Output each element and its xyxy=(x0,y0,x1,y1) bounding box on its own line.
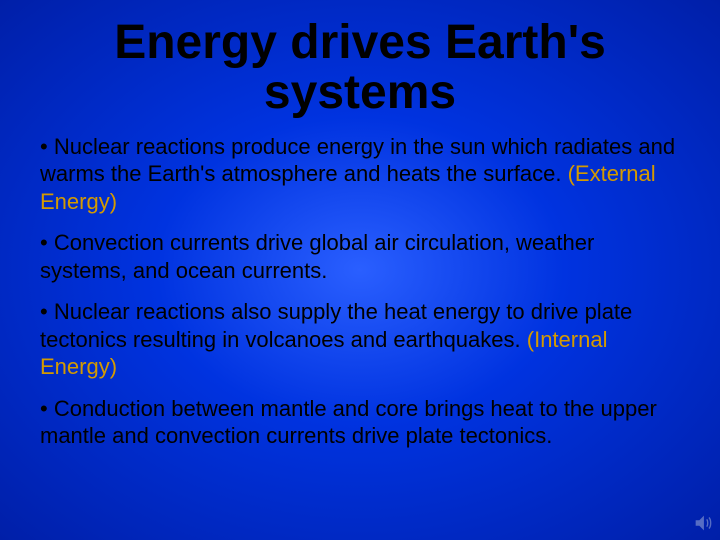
bullet-marker: • xyxy=(40,299,48,324)
bullet-text: Convection currents drive global air cir… xyxy=(40,230,594,283)
speaker-icon-wave xyxy=(707,518,711,529)
bullet-text: Conduction between mantle and core bring… xyxy=(40,396,657,449)
title-line-1: Energy drives Earth's xyxy=(114,16,606,69)
title-line-2: systems xyxy=(264,66,456,119)
bullet-item: • Nuclear reactions produce energy in th… xyxy=(40,133,680,216)
bullet-marker: • xyxy=(40,134,48,159)
bullet-list: • Nuclear reactions produce energy in th… xyxy=(40,133,680,450)
bullet-marker: • xyxy=(40,396,48,421)
speaker-icon-path xyxy=(696,516,704,531)
bullet-marker: • xyxy=(40,230,48,255)
bullet-item: • Convection currents drive global air c… xyxy=(40,229,680,284)
slide: Energy drives Earth's systems • Nuclear … xyxy=(0,0,720,540)
bullet-item: • Nuclear reactions also supply the heat… xyxy=(40,298,680,381)
speaker-icon xyxy=(692,512,714,534)
bullet-item: • Conduction between mantle and core bri… xyxy=(40,395,680,450)
page-title: Energy drives Earth's systems xyxy=(40,18,680,119)
